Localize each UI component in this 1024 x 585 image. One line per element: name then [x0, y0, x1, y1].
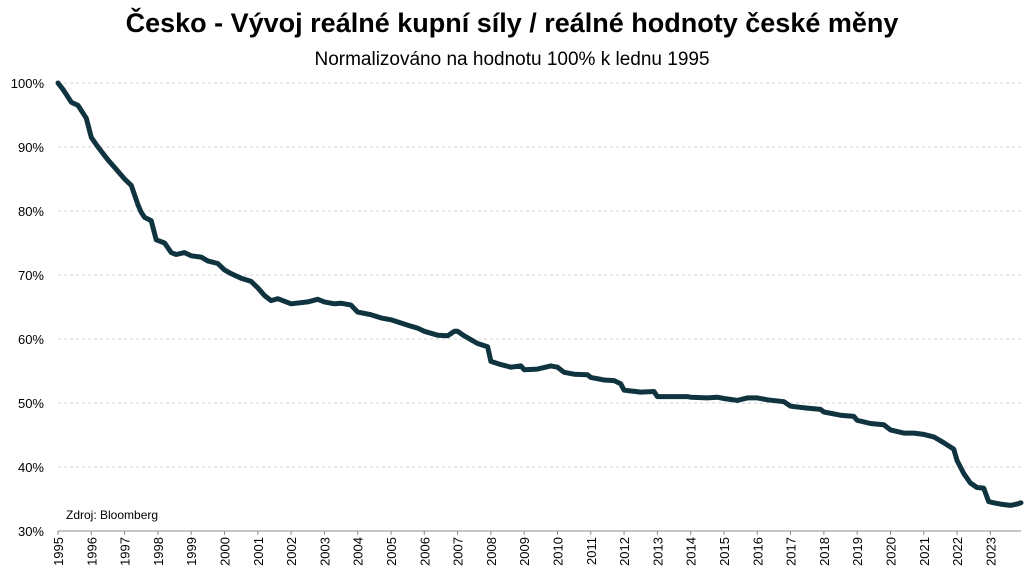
x-tick-label: 2008 [484, 537, 499, 566]
x-tick-label: 2019 [850, 537, 865, 566]
y-tick-label: 70% [18, 268, 44, 283]
x-tick-label: 2010 [550, 537, 565, 566]
x-tick-label: 2021 [917, 537, 932, 566]
x-tick-label: 2020 [883, 537, 898, 566]
x-tick-label: 2013 [650, 537, 665, 566]
chart-title: Česko - Vývoj reálné kupní síly / reálné… [125, 8, 899, 38]
x-tick-label: 2006 [417, 537, 432, 566]
x-tick-label: 2011 [584, 537, 599, 565]
x-tick-label: 2018 [817, 537, 832, 566]
x-tick-label: 2005 [384, 537, 399, 566]
x-tick-label: 2009 [517, 537, 532, 566]
x-tick-label: 1995 [51, 537, 66, 566]
x-tick-label: 2001 [251, 537, 266, 566]
x-tick-label: 1999 [184, 537, 199, 566]
x-tick-label: 2000 [217, 537, 232, 566]
x-tick-label: 1997 [118, 537, 133, 566]
y-tick-label: 100% [11, 76, 45, 91]
y-tick-label: 40% [18, 460, 44, 475]
y-tick-label: 30% [18, 524, 44, 539]
x-tick-label: 2012 [617, 537, 632, 566]
x-tick-label: 2014 [684, 537, 699, 566]
x-tick-label: 2003 [317, 537, 332, 566]
y-tick-label: 60% [18, 332, 44, 347]
x-tick-label: 1996 [84, 537, 99, 566]
x-tick-label: 2022 [950, 537, 965, 566]
x-tick-label: 2007 [451, 537, 466, 566]
x-tick-label: 2023 [983, 537, 998, 566]
y-tick-label: 90% [18, 140, 44, 155]
source-label: Zdroj: Bloomberg [66, 508, 158, 522]
x-tick-label: 2004 [351, 537, 366, 566]
chart-subtitle: Normalizováno na hodnotu 100% k lednu 19… [314, 49, 710, 70]
x-tick-label: 2017 [784, 537, 799, 566]
y-tick-label: 50% [18, 396, 44, 411]
grid-lines [58, 82, 1021, 468]
axes [57, 530, 1021, 535]
series-line [55, 80, 1024, 508]
y-tick-label: 80% [18, 204, 44, 219]
x-tick-label: 2015 [717, 537, 732, 566]
x-tick-label: 2016 [750, 537, 765, 566]
x-tick-label: 1998 [151, 537, 166, 566]
y-tick-labels: 30% 40% 50% 60% 70% 80% 90% 100% [11, 76, 45, 539]
x-tick-label: 2002 [284, 537, 299, 566]
x-tick-labels: 1995 1996 1997 1998 1999 2000 2001 2002 2003 2004… [51, 537, 998, 566]
